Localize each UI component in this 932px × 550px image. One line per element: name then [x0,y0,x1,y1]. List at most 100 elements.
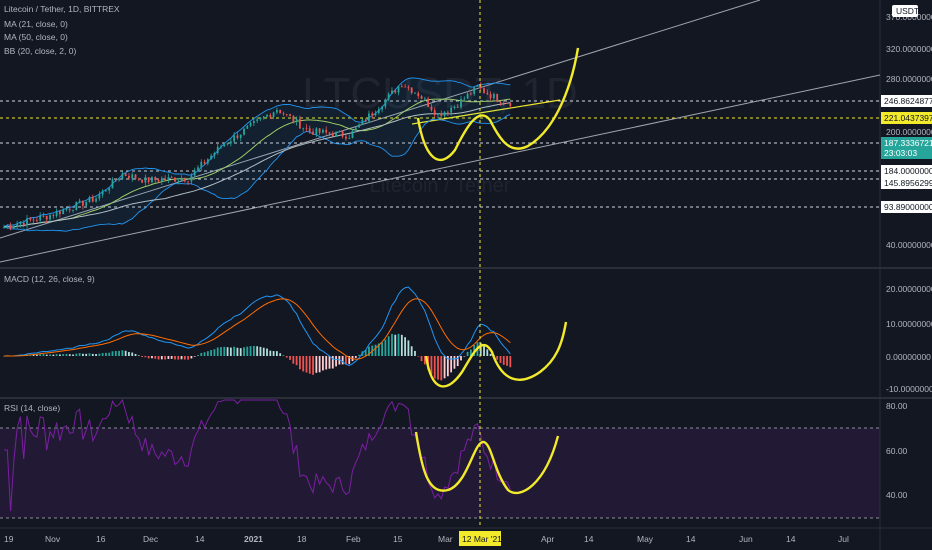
macd-histogram-bar [190,356,193,359]
macd-histogram-bar [423,356,426,365]
macd-histogram-bar [3,356,5,357]
candle-body [259,117,262,120]
macd-label[interactable]: MACD (12, 26, close, 9) [4,274,95,284]
macd-histogram-bar [62,354,65,356]
macd-histogram-bar [39,354,42,356]
neckline[interactable] [411,99,561,125]
macd-histogram-bar [52,354,55,356]
macd-histogram-bar [282,355,285,357]
symbol-title[interactable]: Litecoin / Tether, 1D, BITTREX [4,4,120,14]
macd-histogram-bar [121,350,124,356]
upper-trendline[interactable] [0,0,761,239]
tag-221-bg [881,112,932,124]
cup-handle-drawing-rsi[interactable] [414,431,560,495]
candle-body [137,178,140,180]
macd-histogram-bar [246,346,249,356]
candle-body [400,86,403,88]
macd-histogram-bar [42,354,45,356]
indicator-ma50[interactable]: MA (50, close, 0) [4,32,68,42]
macd-histogram-bar [124,350,127,356]
candle-body [410,87,413,93]
macd-histogram-bar [479,342,482,356]
crosshair-date-bg [459,531,501,546]
candle-body [391,90,393,94]
candle-body [121,173,124,179]
macd-histogram-bar [45,354,48,356]
candle-body [489,94,492,99]
indicator-ma21[interactable]: MA (21, close, 0) [4,19,68,29]
candle-body [22,222,25,226]
candle-body [164,178,167,181]
moving-averages [3,98,511,228]
rsi-tick-40: 40.00 [886,490,908,500]
macd-histogram-bar [137,355,140,356]
candle-body [151,177,153,183]
macd-histogram-bar [197,355,199,356]
macd-histogram-bar [410,346,413,356]
rsi-pane [4,398,511,512]
candle-body [213,152,216,156]
candle-body [322,129,324,133]
currency-badge[interactable]: USDT [896,6,919,16]
macd-histogram-bar [374,344,377,356]
time-label-dec: Dec [143,534,159,544]
macd-histogram-bar [400,334,403,356]
macd-histogram-bar [466,351,469,356]
candle-body [272,112,275,117]
candle-body [312,131,314,135]
time-label-19: 19 [4,534,14,544]
macd-histogram-bar [404,337,407,356]
bb-upper [3,77,511,228]
macd-histogram-bar [105,352,107,356]
macd-histogram-bar [147,356,150,359]
macd-histogram-bar [446,356,449,377]
candle-body [404,86,407,88]
candle-body [275,109,278,113]
rsi-label[interactable]: RSI (14, close) [4,403,60,413]
candle-body [190,175,193,182]
macd-histogram-bar [486,349,489,356]
cup-handle-drawing-price[interactable] [416,47,580,162]
macd-histogram-bar [433,356,436,379]
lower-trendline[interactable] [0,74,881,263]
candle-body [394,90,397,93]
candle-body [285,114,288,115]
time-axis[interactable]: 19 Nov 16 Dec 14 2021 18 Feb 15 Mar Apr … [4,531,849,546]
macd-axis[interactable]: 20.00000000 10.00000000 0.00000000 -10.0… [886,284,932,394]
candle-body [108,188,111,191]
watermark-name: Litecoin / Tether [370,175,511,197]
macd-histogram-bar [206,351,209,356]
candle-body [49,215,51,220]
candle-body [203,161,206,164]
indicator-bb[interactable]: BB (20, close, 2, 0) [4,46,76,56]
candle-body [341,131,344,137]
candle-body [52,215,55,216]
candle-body [101,190,104,195]
rsi-axis[interactable]: 80.00 60.00 40.00 [886,401,908,500]
macd-histogram-bar [295,356,298,366]
macd-histogram-bar [72,354,74,356]
macd-histogram-bar [243,347,245,356]
candle-body [335,131,337,137]
macd-histogram-bar [177,356,180,360]
macd-histogram-bar [354,356,357,358]
candle-body [177,180,180,182]
macd-histogram-bar [456,356,459,367]
macd-histogram-bar [151,356,153,359]
candle-body [443,111,446,116]
tag-246: 246.86248777 [884,96,932,106]
currency-badge-bg[interactable] [892,5,918,17]
candle-body [154,177,157,181]
cup-handle-drawing-macd[interactable] [424,321,568,388]
candle-body [62,209,65,215]
macd-histogram-bar [348,356,351,365]
macd-histogram-bar [305,356,308,373]
time-label-2021: 2021 [244,534,263,544]
price-axis[interactable]: 370.00000000 320.00000000 280.00000000 2… [881,5,932,250]
macd-histogram-bar [95,354,97,356]
candle-body [479,85,482,89]
candle-body [160,178,163,182]
macd-histogram-bar [430,356,433,375]
candle-body [397,86,400,93]
